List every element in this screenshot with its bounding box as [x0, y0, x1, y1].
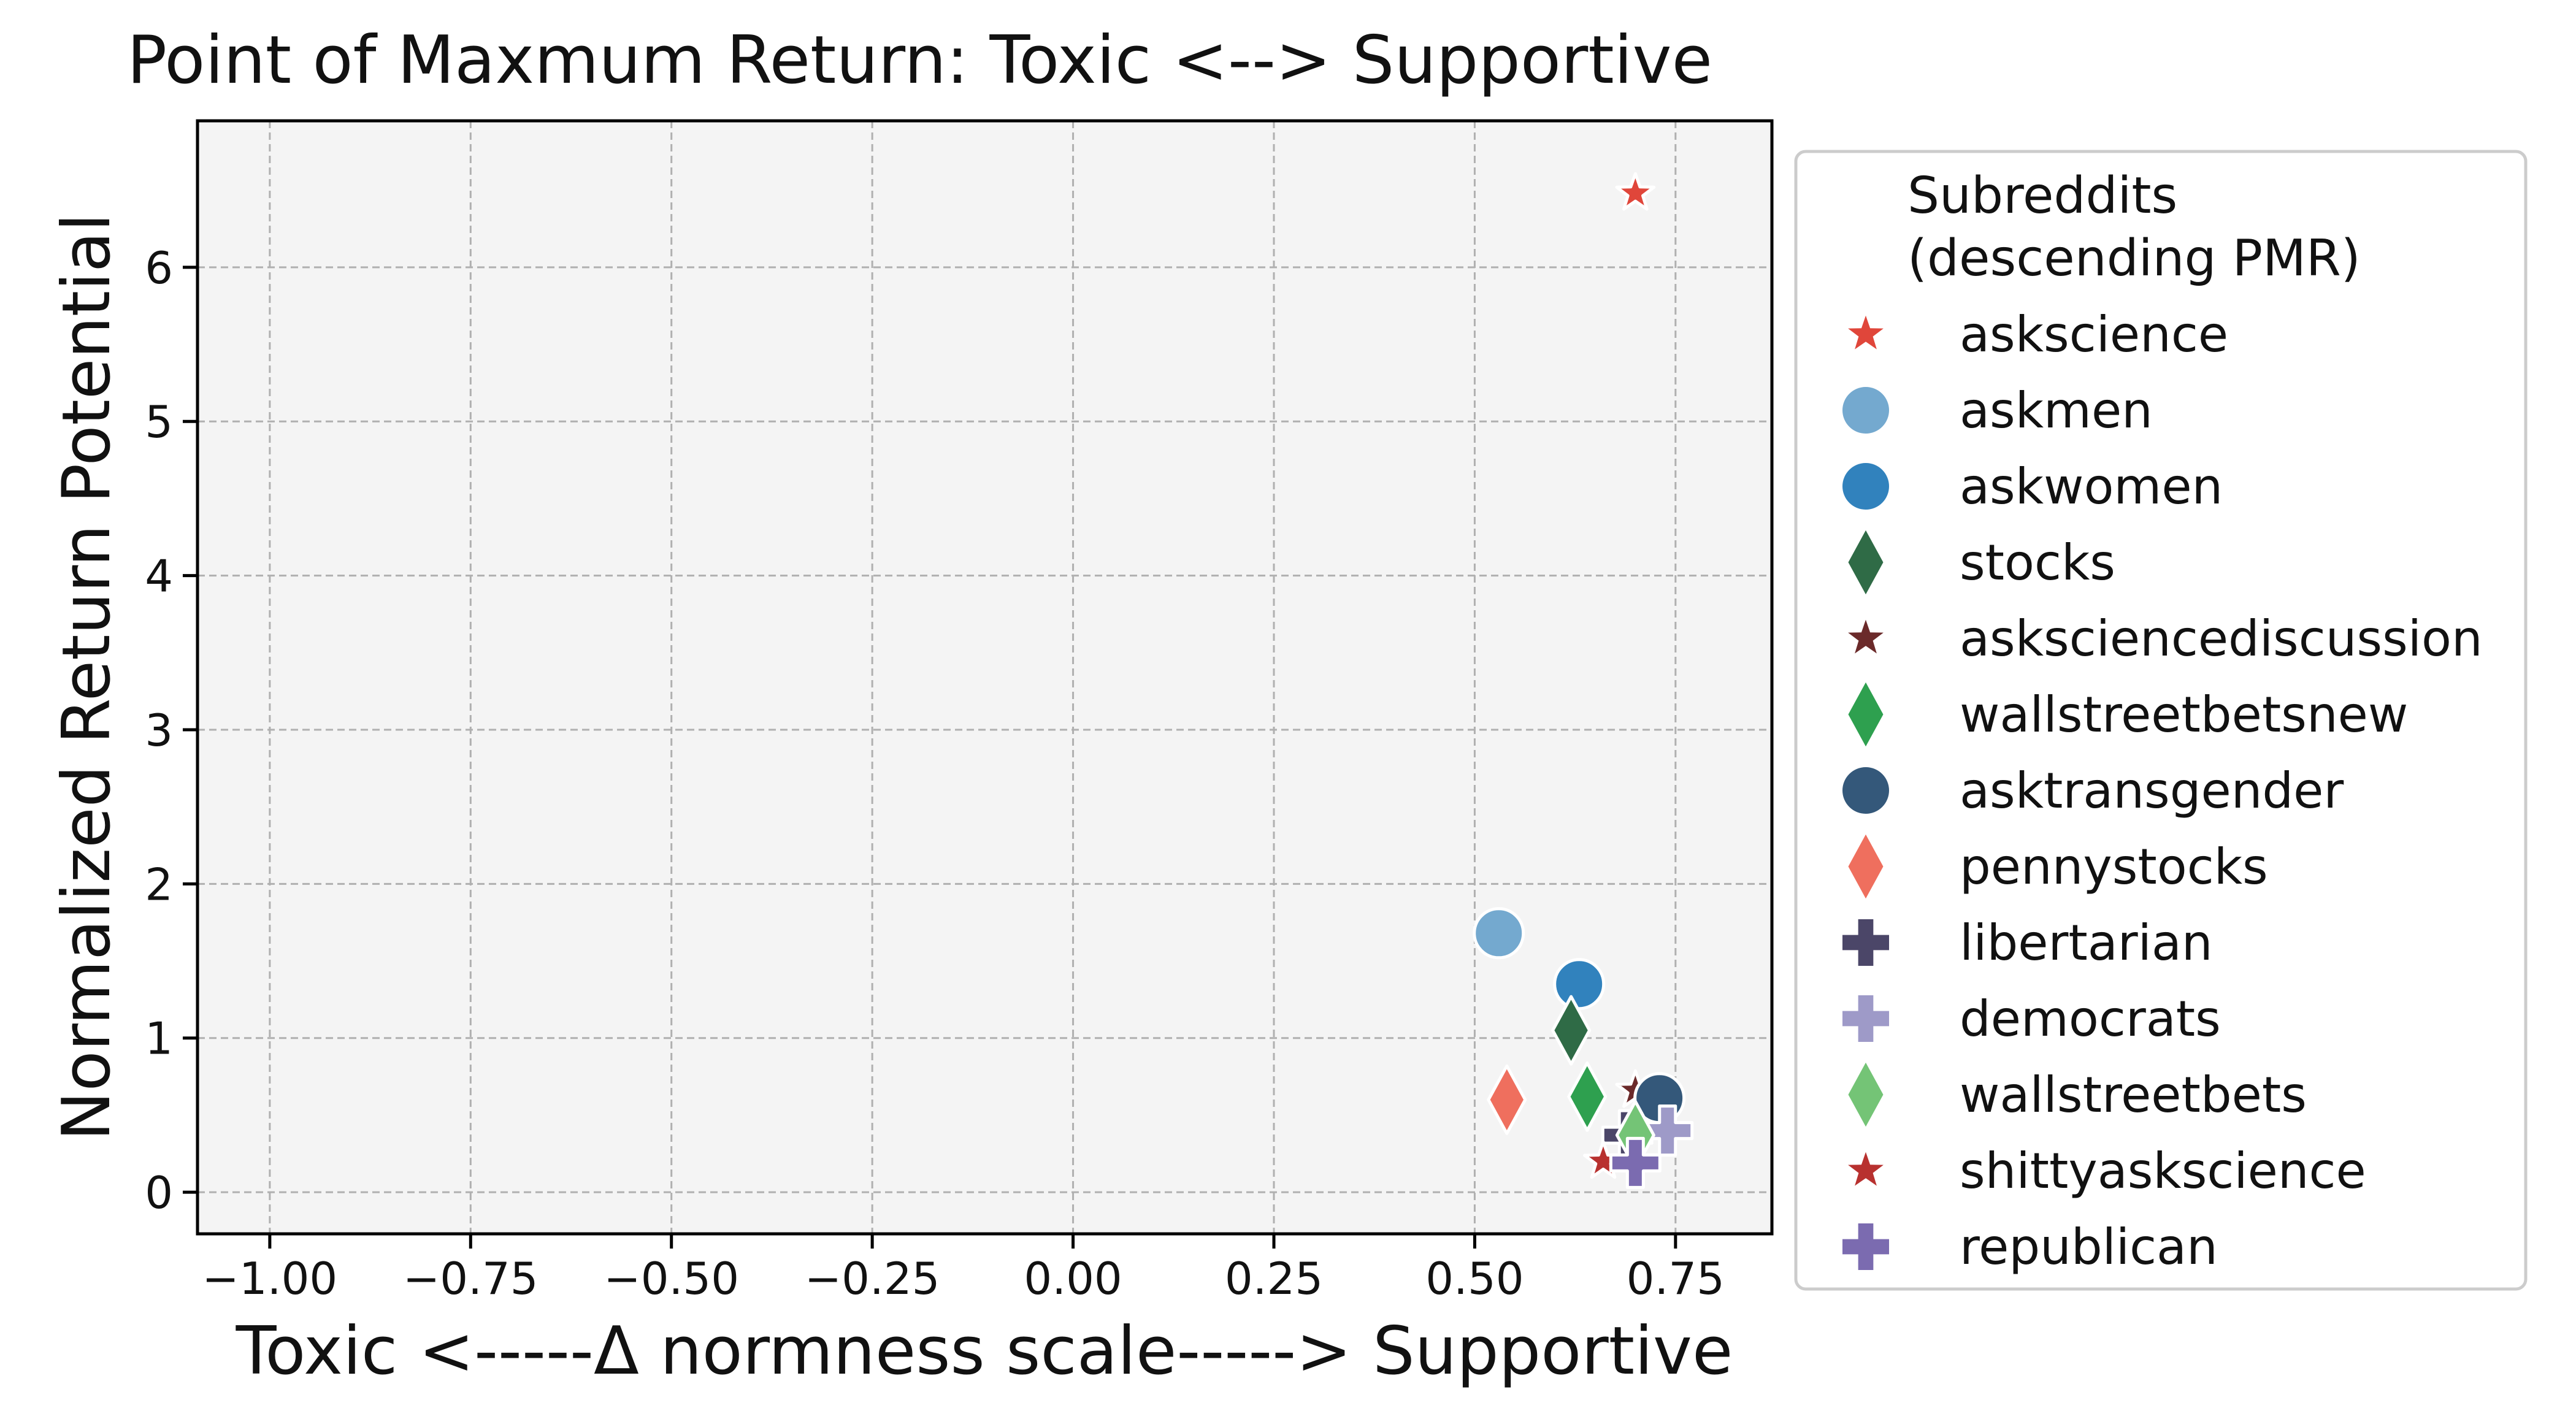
legend-items: askscience askmen askwomen stocks askscience…: [1842, 306, 2483, 1276]
legend-label-libertarian: libertarian: [1960, 914, 2213, 971]
plot-area: [197, 121, 1772, 1234]
point-wallstreetbetsnew: [1567, 1061, 1608, 1132]
y-axis-ticks: 0 1 2 3 4 5 6: [145, 242, 197, 1218]
point-republican: [1609, 1136, 1662, 1189]
point-askscience: [1615, 172, 1656, 211]
chart-title: Point of Maxmum Return: Toxic <--> Suppo…: [127, 22, 1712, 99]
legend-marker-stocks: [1848, 530, 1884, 595]
legend-frame: [1794, 150, 2528, 1291]
legend-marker-shittyaskscience: [1848, 1152, 1884, 1186]
legend-marker-democrats: [1842, 995, 1889, 1042]
legend-marker-asksciencediscussion: [1848, 619, 1884, 654]
x-tick-label: −0.50: [604, 1253, 739, 1304]
x-tick-label: −0.75: [403, 1253, 539, 1304]
legend-marker-askscience: [1848, 315, 1884, 350]
x-tick-label: −1.00: [202, 1253, 338, 1304]
legend-label-asktransgender: asktransgender: [1960, 762, 2344, 819]
x-tick-label: 0.00: [1024, 1253, 1122, 1304]
y-tick-label: 0: [145, 1167, 173, 1218]
legend-label-pennystocks: pennystocks: [1960, 838, 2268, 895]
legend-label-republican: republican: [1960, 1218, 2218, 1276]
x-tick-label: 0.50: [1425, 1253, 1524, 1304]
legend-title-line-1: Subreddits: [1907, 167, 2177, 225]
point-stocks: [1551, 995, 1592, 1066]
y-tick-label: 5: [145, 396, 173, 448]
x-axis-label: Toxic <-----Δ normness scale-----> Suppo…: [236, 1313, 1733, 1390]
legend: Subreddits (descending PMR) askscienceas…: [1794, 150, 2528, 1291]
legend-label-shittyaskscience: shittyaskscience: [1960, 1142, 2366, 1199]
point-askwomen: [1553, 958, 1606, 1011]
y-tick-label: 2: [145, 859, 173, 910]
legend-label-wallstreetbets: wallstreetbets: [1960, 1066, 2307, 1123]
legend-label-asksciencediscussion: asksciencediscussion: [1960, 610, 2483, 667]
legend-marker-wallstreetbets: [1848, 1062, 1884, 1127]
legend-marker-republican: [1842, 1223, 1889, 1270]
point-pennystocks: [1487, 1064, 1527, 1135]
y-axis-label: Normalized Return Potential: [48, 213, 125, 1141]
legend-marker-pennystocks: [1848, 834, 1884, 899]
legend-label-wallstreetbetsnew: wallstreetbetsnew: [1960, 686, 2408, 743]
x-tick-label: −0.25: [805, 1253, 940, 1304]
legend-label-askmen: askmen: [1960, 382, 2153, 439]
plot-frame: [196, 119, 1774, 1236]
x-tick-label: 0.75: [1627, 1253, 1725, 1304]
legend-marker-askmen: [1842, 387, 1889, 434]
x-tick-label: 0.25: [1225, 1253, 1323, 1304]
legend-marker-libertarian: [1842, 919, 1889, 966]
y-tick-label: 4: [145, 551, 173, 602]
legend-marker-asktransgender: [1842, 767, 1889, 814]
data-points: [1473, 172, 1694, 1189]
legend-marker-askwomen: [1842, 463, 1889, 510]
legend-title: Subreddits (descending PMR): [1907, 167, 2361, 288]
point-askmen: [1473, 907, 1525, 960]
y-tick-label: 1: [145, 1013, 173, 1065]
legend-title-line-2: (descending PMR): [1907, 229, 2361, 288]
legend-label-stocks: stocks: [1960, 534, 2115, 591]
legend-label-askscience: askscience: [1960, 306, 2228, 363]
legend-marker-wallstreetbetsnew: [1848, 682, 1884, 747]
legend-label-askwomen: askwomen: [1960, 458, 2223, 515]
legend-label-democrats: democrats: [1960, 990, 2221, 1047]
y-tick-label: 3: [145, 705, 173, 756]
x-axis-ticks: −1.00 −0.75 −0.50 −0.25 0.00 0.25 0.50 0.75: [202, 1234, 1725, 1304]
grid-lines: [197, 121, 1772, 1234]
y-tick-label: 6: [145, 242, 173, 294]
